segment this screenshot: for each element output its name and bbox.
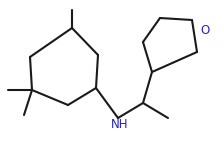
Text: NH: NH: [111, 119, 129, 132]
Text: O: O: [200, 24, 210, 36]
